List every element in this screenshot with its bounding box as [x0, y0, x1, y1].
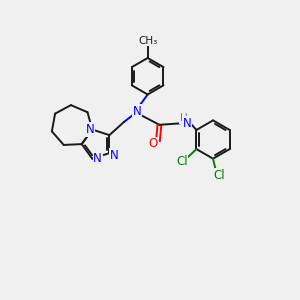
Text: Cl: Cl — [176, 155, 188, 168]
Text: N: N — [86, 123, 94, 136]
Text: N: N — [93, 152, 102, 165]
Text: CH₃: CH₃ — [138, 36, 157, 46]
Text: Cl: Cl — [213, 169, 225, 182]
Text: N: N — [183, 117, 191, 130]
Text: O: O — [148, 137, 157, 150]
Text: H: H — [180, 113, 188, 123]
Text: N: N — [110, 149, 118, 162]
Text: N: N — [133, 105, 142, 118]
